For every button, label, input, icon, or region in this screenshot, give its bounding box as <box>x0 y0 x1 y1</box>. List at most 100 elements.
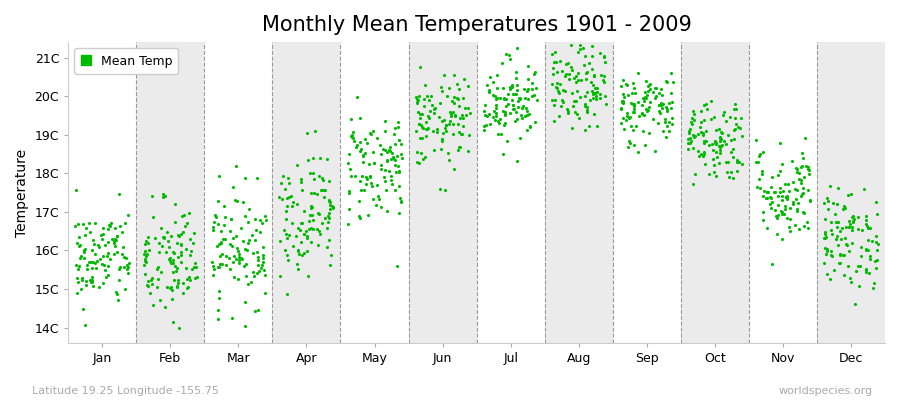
Point <box>653 100 668 106</box>
Point <box>462 105 476 112</box>
Point <box>153 297 167 303</box>
Point <box>488 117 502 124</box>
Point <box>712 126 726 133</box>
Point <box>706 156 720 163</box>
Point <box>253 229 267 236</box>
Point <box>304 225 319 231</box>
Point <box>786 199 800 206</box>
Point <box>500 90 515 97</box>
Point <box>204 259 219 265</box>
Point <box>546 59 561 66</box>
Point <box>312 210 327 217</box>
Point <box>842 217 856 224</box>
Point <box>214 260 229 267</box>
Point <box>234 254 248 261</box>
Point <box>256 254 270 261</box>
Point <box>91 242 105 248</box>
Point <box>584 88 598 94</box>
Point <box>616 114 631 121</box>
Point <box>308 127 322 134</box>
Point <box>503 86 517 92</box>
Point <box>416 156 430 162</box>
Point <box>76 248 91 255</box>
Point <box>306 225 320 232</box>
Point <box>568 98 582 104</box>
Point <box>294 187 309 194</box>
Point <box>183 277 197 284</box>
Point <box>688 132 702 139</box>
Title: Monthly Mean Temperatures 1901 - 2009: Monthly Mean Temperatures 1901 - 2009 <box>262 15 691 35</box>
Point <box>637 94 652 100</box>
Point <box>526 71 541 77</box>
Point <box>863 253 878 259</box>
Point <box>324 203 338 209</box>
Point <box>659 104 673 110</box>
Point <box>374 151 389 157</box>
Point <box>825 200 840 206</box>
Point <box>580 89 595 95</box>
Point <box>528 69 543 75</box>
Point <box>158 192 172 199</box>
Point <box>256 259 270 266</box>
Point <box>111 297 125 303</box>
Point <box>184 248 198 254</box>
Point <box>280 203 294 209</box>
Point <box>817 260 832 266</box>
Point <box>428 105 443 111</box>
Point <box>619 82 634 88</box>
Point <box>792 175 806 182</box>
Point <box>304 202 319 209</box>
Point <box>450 96 464 102</box>
Point <box>85 274 99 280</box>
Point <box>845 214 859 220</box>
Point <box>850 213 865 220</box>
Point <box>383 148 398 154</box>
Point <box>297 250 311 257</box>
Point <box>684 119 698 125</box>
Point <box>96 262 111 268</box>
Point <box>83 229 97 235</box>
Point <box>415 111 429 117</box>
Point <box>734 161 749 167</box>
Point <box>166 250 181 256</box>
Point <box>734 133 749 140</box>
Point <box>819 251 833 257</box>
Point <box>365 196 380 202</box>
Point <box>831 242 845 248</box>
Point <box>145 214 159 220</box>
Point <box>446 121 460 127</box>
Point <box>390 263 404 270</box>
Point <box>497 96 511 102</box>
Point <box>443 118 457 124</box>
Point <box>839 223 853 230</box>
Point <box>625 90 639 96</box>
Point <box>413 111 428 118</box>
Point <box>138 258 152 264</box>
Point <box>641 83 655 90</box>
Point <box>634 102 649 108</box>
Point <box>616 99 630 106</box>
Point <box>312 154 327 161</box>
Point <box>244 279 258 285</box>
Point <box>282 194 296 200</box>
Point <box>635 110 650 117</box>
Point <box>344 116 358 122</box>
Point <box>687 144 701 151</box>
Point <box>212 173 227 179</box>
Point <box>723 114 737 120</box>
Point <box>708 140 723 146</box>
Point <box>478 111 492 118</box>
Point <box>626 127 640 133</box>
Point <box>446 166 461 172</box>
Point <box>120 262 134 268</box>
Point <box>353 114 367 121</box>
Point <box>140 251 155 258</box>
Point <box>241 206 256 212</box>
Point <box>764 194 778 201</box>
Point <box>461 148 475 155</box>
Point <box>106 240 121 246</box>
Point <box>628 123 643 130</box>
Point <box>790 206 805 212</box>
Point <box>77 246 92 253</box>
Point <box>817 235 832 242</box>
